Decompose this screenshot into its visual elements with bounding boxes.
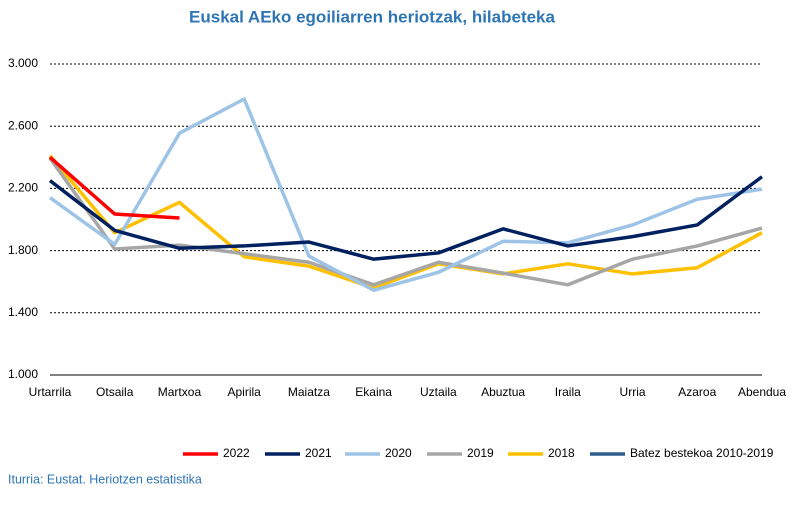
legend-label: 2018 bbox=[548, 446, 575, 460]
y-tick-label: 1.400 bbox=[8, 305, 38, 319]
x-tick-label: Apirila bbox=[228, 385, 262, 399]
series-line bbox=[48, 157, 763, 287]
x-tick-label: Abendua bbox=[738, 385, 786, 399]
x-tick-label: Urtarrila bbox=[29, 385, 72, 399]
source-note: Iturria: Eustat. Heriotzen estatistika bbox=[8, 472, 202, 486]
x-tick-label: Azaroa bbox=[678, 385, 716, 399]
x-tick-label: Martxoa bbox=[158, 385, 202, 399]
legend-label: Batez bestekoa 2010-2019 bbox=[630, 446, 774, 460]
legend-label: 2020 bbox=[385, 446, 412, 460]
x-tick-label: Ekaina bbox=[355, 385, 392, 399]
x-tick-label: Uztaila bbox=[420, 385, 457, 399]
x-tick-label: Iraila bbox=[555, 385, 581, 399]
legend-label: 2022 bbox=[223, 446, 250, 460]
y-tick-label: 2.600 bbox=[8, 118, 38, 132]
series-line bbox=[48, 97, 763, 293]
x-tick-label: Maiatza bbox=[288, 385, 330, 399]
legend-label: 2019 bbox=[467, 446, 494, 460]
legend-label: 2021 bbox=[305, 446, 332, 460]
series-line bbox=[48, 175, 764, 261]
series-line bbox=[48, 154, 763, 290]
y-tick-label: 1.000 bbox=[8, 367, 38, 381]
x-tick-label: Urria bbox=[620, 385, 646, 399]
y-tick-label: 1.800 bbox=[8, 243, 38, 257]
y-tick-label: 2.200 bbox=[8, 181, 38, 195]
chart-title: Euskal AEko egoiliarren heriotzak, hilab… bbox=[189, 7, 555, 26]
series-line bbox=[48, 155, 180, 220]
x-tick-label: Otsaila bbox=[96, 385, 134, 399]
y-tick-label: 3.000 bbox=[8, 56, 38, 70]
x-tick-label: Abuztua bbox=[481, 385, 525, 399]
